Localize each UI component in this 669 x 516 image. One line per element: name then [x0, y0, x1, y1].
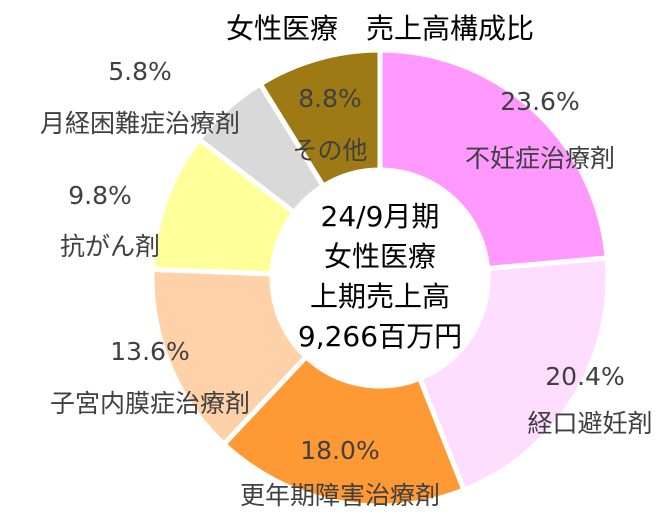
donut-segment [256, 47, 383, 190]
center-text: 24/9月期 [321, 200, 440, 233]
value-label: 5.8% [108, 57, 172, 86]
center-text: 女性医療 [324, 240, 436, 273]
donut-segment [377, 47, 610, 272]
category-label: その他 [292, 136, 367, 165]
center-text: 9,266百万円 [298, 320, 462, 353]
chart-title: 女性医療 売上高構成比 [226, 12, 534, 45]
donut-segment [416, 255, 611, 494]
category-label: 更年期障害治療剤 [240, 481, 440, 510]
value-label: 13.6% [110, 337, 189, 366]
donut-segment [149, 266, 310, 448]
category-label: 子宮内膜症治療剤 [50, 389, 250, 418]
category-label: 不妊症治療剤 [465, 144, 615, 173]
category-label: 抗がん剤 [60, 232, 160, 261]
value-label: 9.8% [68, 181, 132, 210]
center-text: 上期売上高 [310, 280, 450, 313]
category-label: 月経困難症治療剤 [40, 109, 240, 138]
donut-segment [220, 353, 468, 509]
value-label: 20.4% [545, 362, 624, 391]
value-label: 8.8% [298, 84, 362, 113]
value-label: 23.6% [500, 87, 579, 116]
value-label: 18.0% [300, 436, 379, 465]
category-label: 経口避妊剤 [527, 409, 652, 438]
